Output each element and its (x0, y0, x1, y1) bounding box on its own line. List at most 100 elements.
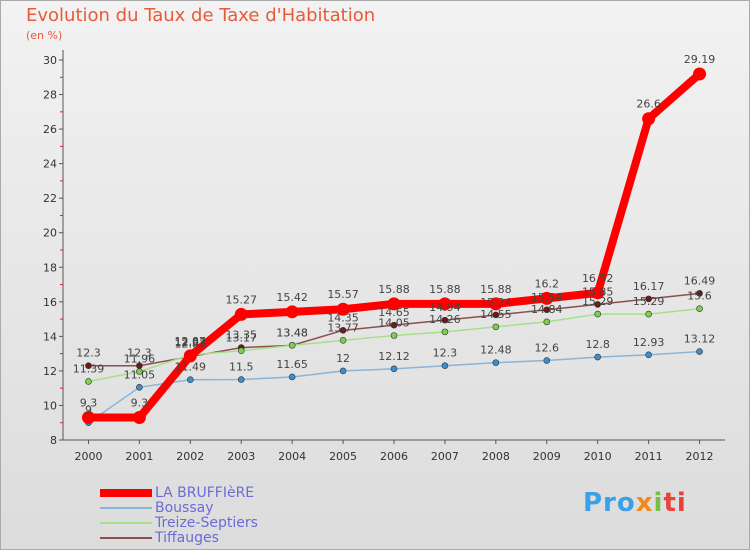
legend-label: LA BRUFFIèRE (155, 485, 255, 501)
data-label: 13.35 (225, 329, 257, 342)
data-label: 15.54 (531, 291, 563, 304)
series-point (85, 378, 92, 385)
series-point (237, 347, 245, 355)
y-tick-label: 26 (43, 123, 57, 136)
data-label: 13.77 (327, 321, 359, 334)
series-point (339, 367, 347, 375)
y-tick-label: 28 (43, 89, 57, 102)
series-point (85, 362, 92, 370)
series-point (441, 362, 449, 370)
data-label: 29.19 (684, 53, 716, 66)
series-point (594, 310, 601, 318)
series-point (81, 411, 95, 425)
data-label: 15.88 (480, 283, 512, 296)
series-point (136, 384, 143, 391)
series-point (285, 305, 299, 319)
chart-subtitle: (en %) (26, 29, 63, 42)
series-point (136, 368, 143, 375)
data-label: 15.88 (378, 283, 410, 296)
series-point (187, 376, 194, 384)
y-tick-label: 14 (43, 330, 57, 343)
series-point (441, 328, 449, 336)
series-point (696, 290, 703, 297)
x-tick-label: 2002 (176, 450, 204, 463)
series-point (492, 311, 500, 319)
x-tick-label: 2001 (125, 450, 153, 463)
x-tick-label: 2010 (584, 450, 612, 463)
series-point (696, 305, 703, 313)
y-tick-label: 30 (43, 54, 57, 67)
data-label: 9.3 (131, 397, 149, 410)
series-point (390, 321, 398, 329)
x-tick-label: 2007 (431, 450, 459, 463)
series-point (645, 351, 652, 359)
data-label: 13.48 (276, 326, 308, 339)
data-label: 11.49 (175, 361, 207, 374)
x-tick-label: 2012 (686, 450, 714, 463)
data-label: 16.52 (582, 272, 614, 285)
series-point (492, 323, 500, 331)
data-label: 12.48 (480, 344, 512, 357)
data-label: 14.94 (429, 301, 461, 314)
data-label: 14.35 (327, 311, 359, 324)
data-label: 12.12 (378, 350, 410, 363)
data-label: 14.05 (378, 317, 410, 330)
y-tick-label: 16 (43, 296, 57, 309)
series-point (594, 301, 601, 308)
series-point (132, 411, 146, 425)
data-label: 16.2 (535, 277, 560, 290)
logo-part-4: ti (663, 488, 687, 518)
series-point (594, 353, 601, 361)
data-label: 14.26 (429, 313, 461, 326)
data-label: 15.24 (480, 296, 512, 309)
data-label: 13.17 (225, 332, 257, 345)
x-tick-label: 2009 (533, 450, 561, 463)
x-tick-label: 2000 (74, 450, 102, 463)
data-label: 12 (336, 352, 350, 365)
series-point (642, 112, 656, 126)
legend-label: Boussay (155, 500, 214, 516)
y-tick-label: 20 (43, 227, 57, 240)
x-tick-label: 2004 (278, 450, 306, 463)
logo-part-3: i (653, 488, 664, 518)
series-point (339, 337, 347, 344)
legend-swatch (100, 537, 152, 539)
data-label: 11.96 (124, 353, 156, 366)
data-label: 15.29 (582, 295, 614, 308)
data-label: 12.83 (175, 338, 207, 351)
series-point (234, 307, 248, 321)
logo-part-2: x (635, 488, 654, 518)
data-label: 9.3 (80, 397, 98, 410)
data-label: 11.65 (276, 358, 308, 371)
data-label: 12.6 (535, 342, 560, 355)
series-point (645, 310, 652, 318)
y-tick-label: 18 (43, 261, 57, 274)
series-point (543, 318, 551, 326)
series-point (288, 373, 296, 381)
data-label: 15.57 (327, 288, 359, 301)
data-label: 15.85 (582, 285, 614, 298)
data-label: 15.6 (687, 290, 712, 303)
data-label: 12.3 (127, 347, 152, 360)
data-label: 12.8 (585, 338, 610, 351)
data-label: 12.87 (175, 335, 207, 348)
data-label: 15.42 (276, 291, 308, 304)
series-point (492, 359, 500, 366)
y-tick-label: 12 (43, 365, 57, 378)
data-label: 14.65 (378, 306, 410, 319)
chart-title: Evolution du Taux de Taxe d'Habitation (26, 5, 376, 26)
series-point (696, 348, 703, 355)
data-label: 16.49 (684, 274, 716, 287)
data-label: 11.39 (73, 362, 105, 375)
data-label: 13.48 (276, 326, 308, 339)
y-tick-label: 22 (43, 192, 57, 205)
data-label: 11.05 (124, 368, 156, 381)
series-point (540, 291, 554, 305)
legend-label: Treize-Septiers (155, 515, 258, 531)
series-point (645, 295, 652, 303)
data-label: 26.6 (636, 98, 661, 111)
series-point (390, 332, 398, 339)
proxiti-logo: Proxiti (583, 488, 687, 518)
y-tick-label: 8 (50, 434, 57, 447)
